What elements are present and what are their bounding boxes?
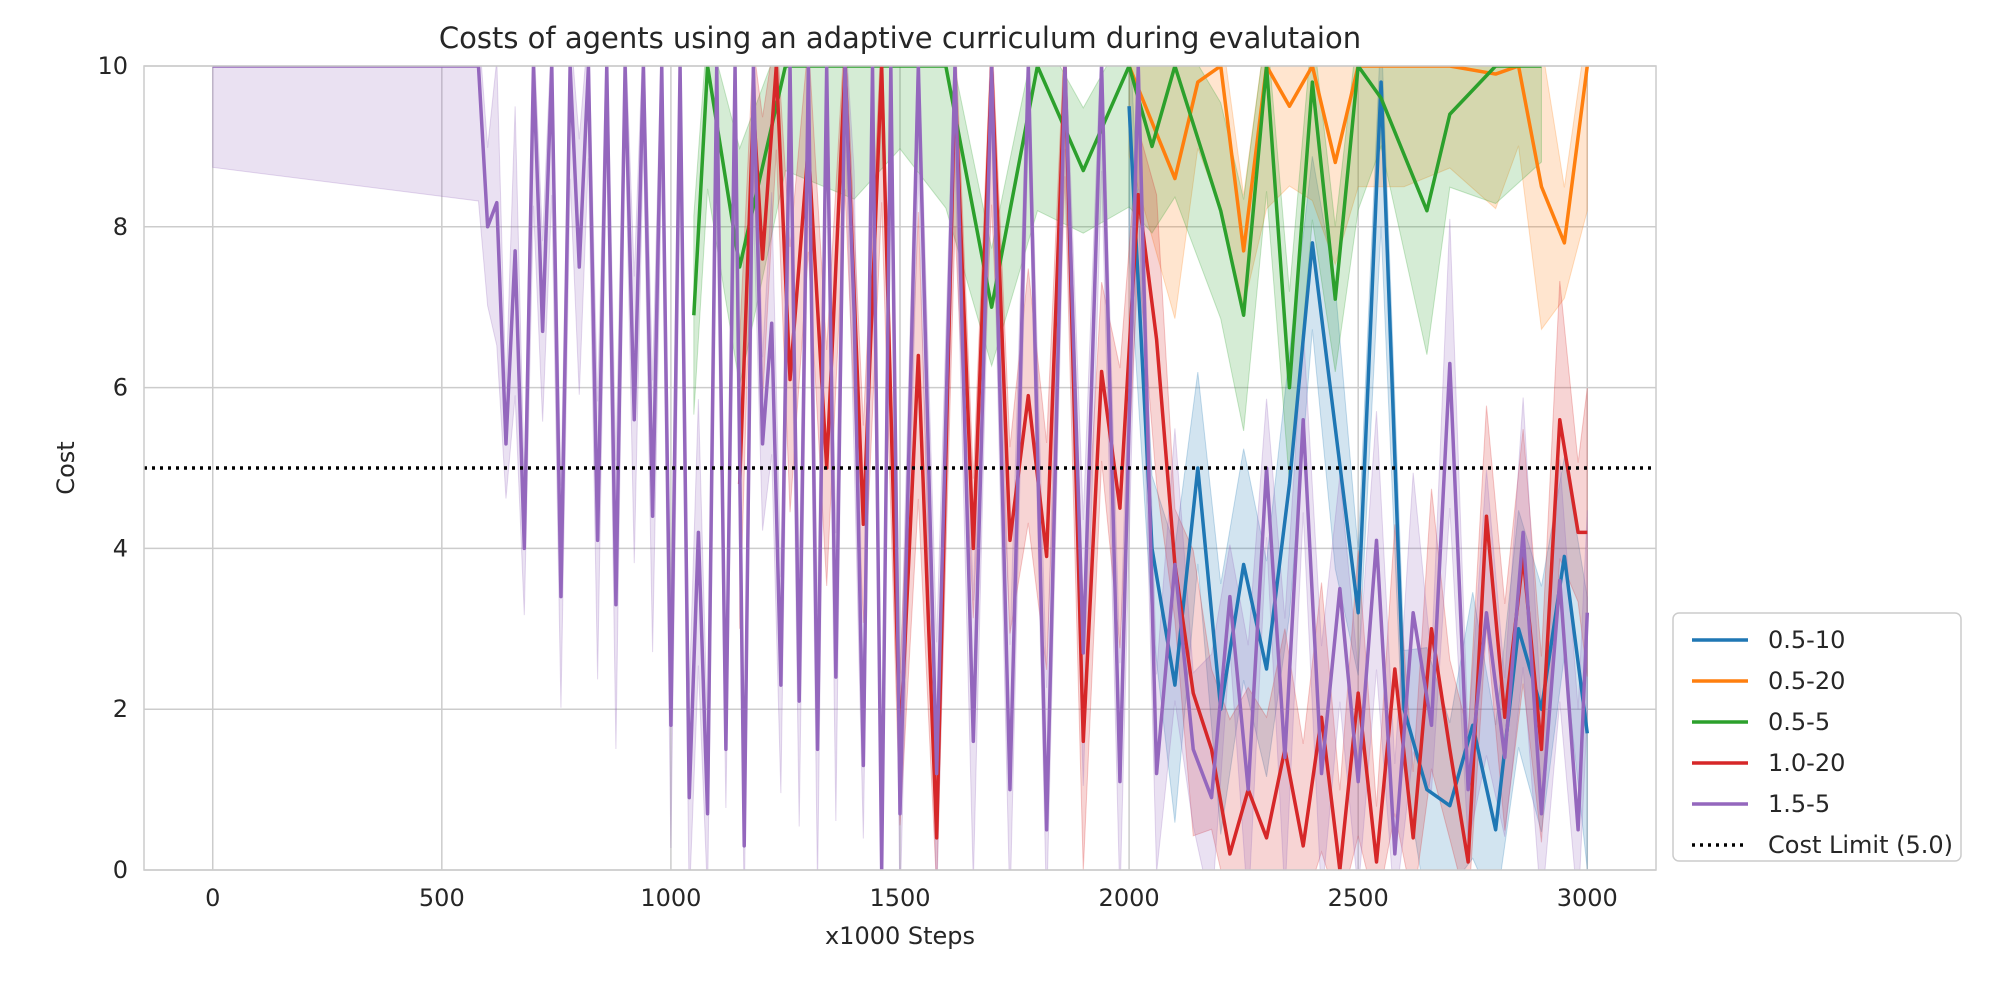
series-line-0.5-5	[692, 66, 1542, 390]
tick-labels: 0 500 1000 1500 2000 2500 3000 0 2 4 6 8 10	[97, 52, 1617, 912]
legend-label-cost-limit: Cost Limit (5.0)	[1768, 831, 1953, 859]
y-axis-title: Cost	[52, 441, 80, 494]
x-tick-label: 500	[419, 884, 465, 912]
series-line-1.0-20	[737, 66, 1588, 870]
series-lines	[212, 66, 1590, 870]
x-tick-label: 3000	[1557, 884, 1618, 912]
legend-box	[1672, 612, 1962, 862]
legend: 0.5-10 0.5-20 0.5-5 1.0-20 1.5-5 Cost Limit (…	[1672, 612, 1962, 862]
y-tick-label: 6	[113, 374, 128, 402]
legend-label: 1.5-5	[1768, 790, 1830, 818]
x-tick-label: 1500	[869, 884, 930, 912]
y-tick-label: 0	[113, 856, 128, 884]
y-tick-label: 2	[113, 695, 128, 723]
band-0.5-20	[1128, 66, 1588, 331]
y-tick-label: 8	[113, 213, 128, 241]
chart-title: Costs of agents using an adaptive curric…	[439, 21, 1361, 55]
y-tick-label: 4	[113, 534, 128, 562]
legend-label: 1.0-20	[1768, 749, 1845, 777]
x-tick-label: 2500	[1328, 884, 1389, 912]
plot-frame	[143, 65, 1657, 871]
legend-label: 0.5-10	[1768, 626, 1845, 654]
series-line-1.5-5	[212, 66, 1590, 870]
x-tick-label: 1000	[640, 884, 701, 912]
x-tick-label: 0	[205, 884, 220, 912]
series-line-0.5-20	[1127, 66, 1590, 253]
x-tick-label: 2000	[1099, 884, 1160, 912]
legend-label: 0.5-20	[1768, 667, 1845, 695]
x-axis-title: x1000 Steps	[825, 922, 975, 950]
y-tick-label: 10	[97, 52, 128, 80]
legend-label: 0.5-5	[1768, 708, 1830, 736]
